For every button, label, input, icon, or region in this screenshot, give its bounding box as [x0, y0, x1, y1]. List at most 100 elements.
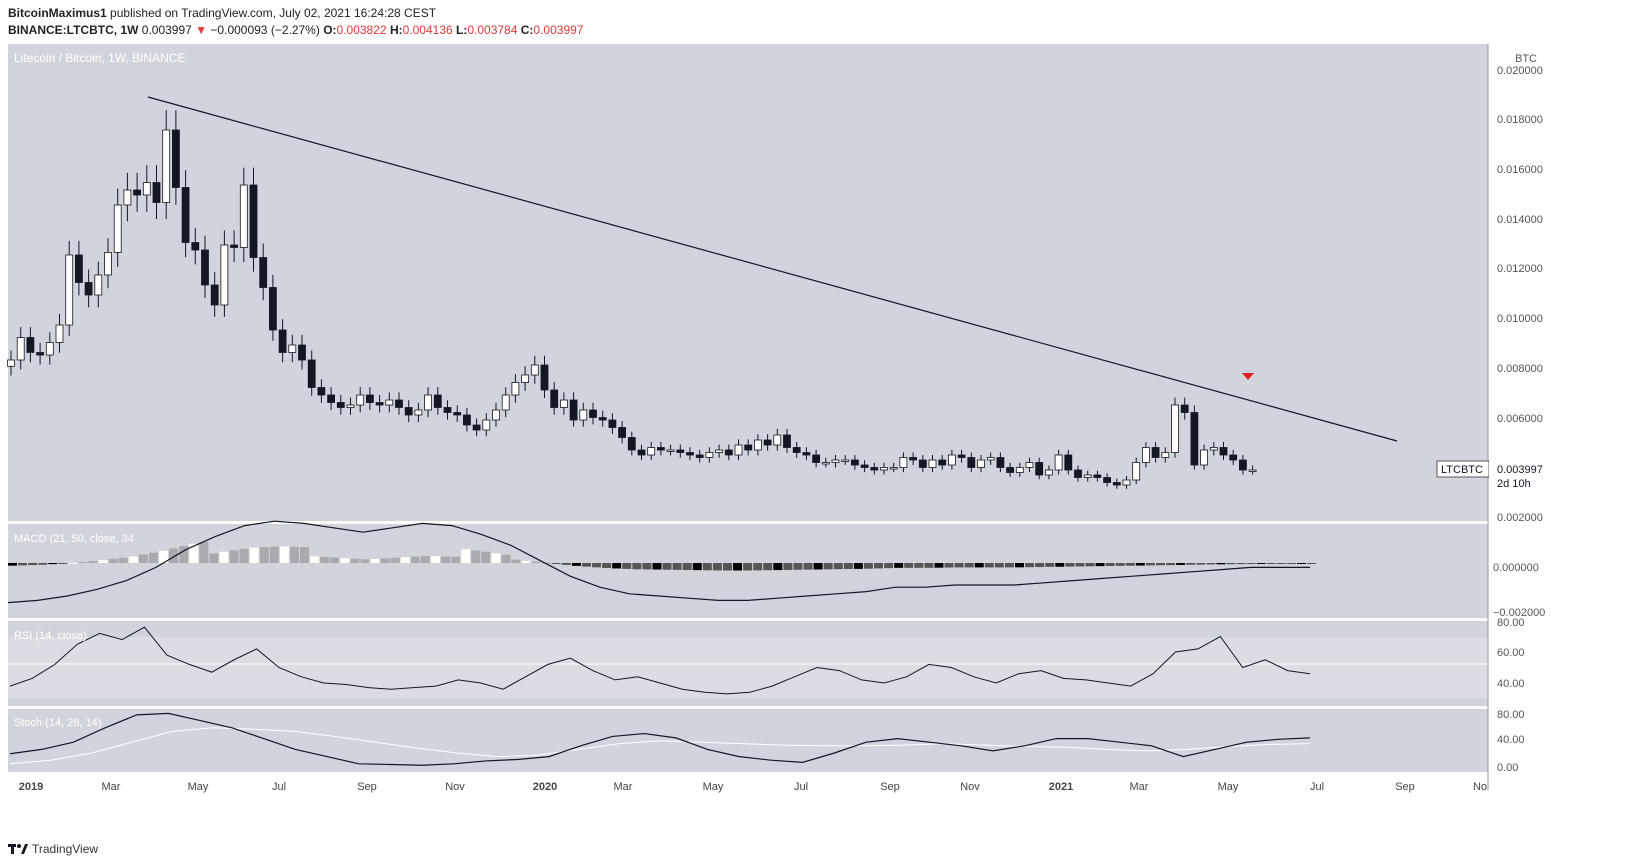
macd-hist-bar: [934, 563, 944, 568]
macd-hist-bar: [692, 563, 702, 571]
low-label: L:: [456, 23, 468, 37]
macd-hist-bar: [360, 559, 370, 563]
candle-up: [521, 374, 529, 383]
candle-up: [492, 409, 500, 421]
macd-hist-bar: [1015, 563, 1024, 568]
macd-hist-bar: [914, 563, 924, 568]
macd-line: [7, 520, 1310, 604]
candle-down: [462, 414, 471, 426]
macd-hist-bar: [1085, 563, 1095, 567]
candle-up: [977, 459, 985, 468]
rsi-title: RSI (14, close): [14, 630, 87, 642]
macd-hist-bar: [1286, 563, 1296, 564]
macd-hist-bar: [1307, 563, 1317, 564]
macd-hist-bar: [38, 563, 48, 565]
candle-up: [831, 459, 840, 463]
candle-down: [918, 459, 927, 468]
macd-hist-bar: [1206, 563, 1216, 565]
candle-up: [162, 129, 171, 203]
candle-up: [7, 359, 15, 367]
candle-down: [268, 287, 277, 331]
macd-hist-bar: [1186, 563, 1196, 565]
candle-down: [210, 284, 219, 306]
macd-hist-bar: [1105, 563, 1115, 567]
candle-down: [298, 344, 306, 361]
open-value: 0.003822: [336, 23, 387, 37]
macd-hist-bar: [420, 555, 430, 563]
macd-hist-bar: [1196, 563, 1206, 565]
macd-hist-bar: [612, 563, 622, 569]
macd-hist-bar: [1125, 563, 1135, 566]
macd-group: [7, 520, 1317, 604]
macd-hist-bar: [974, 563, 984, 568]
candle-down: [724, 449, 733, 456]
candle-up: [666, 449, 675, 452]
macd-hist-bar: [722, 563, 732, 571]
macd-hist-bar: [501, 554, 511, 563]
macd-hist-bar: [853, 563, 863, 569]
low-value: 0.003784: [467, 23, 518, 37]
macd-hist-bar: [712, 563, 722, 571]
candles-group: [7, 110, 1257, 489]
macd-hist-bar: [662, 563, 672, 570]
candle-up: [220, 244, 229, 306]
macd-hist-bar: [521, 560, 531, 563]
open-label: O:: [323, 23, 337, 37]
candle-up: [1083, 474, 1092, 478]
candle-up: [45, 342, 54, 356]
candle-up: [647, 447, 656, 456]
candle-down: [686, 452, 694, 456]
x-tick-label: Nov: [445, 781, 465, 793]
candle-up: [1161, 452, 1170, 458]
candle-up: [104, 252, 112, 276]
candle-down: [365, 394, 374, 403]
candle-up: [928, 459, 937, 468]
macd-hist-bar: [1266, 563, 1276, 564]
candle-up: [986, 457, 995, 461]
macd-hist-bar: [269, 546, 279, 563]
candle-down: [327, 394, 336, 403]
stoch-tick-label: 80.00: [1497, 709, 1525, 721]
down-arrow-marker-icon: [1242, 373, 1254, 380]
candle-down: [695, 454, 704, 458]
candle-up: [414, 409, 423, 416]
author-name[interactable]: BitcoinMaximus1: [8, 6, 107, 20]
candle-up: [482, 419, 491, 431]
macd-hist-bar: [581, 563, 591, 567]
macd-hist-bar: [370, 558, 380, 563]
macd-hist-bar: [1075, 563, 1085, 567]
candle-up: [239, 184, 248, 248]
resistance-trendline: [147, 96, 1398, 442]
y-tick-label: 0.014000: [1497, 214, 1543, 226]
x-tick-label: Sep: [357, 781, 377, 793]
macd-hist-bar: [18, 563, 28, 566]
macd-hist-bar: [159, 550, 169, 563]
macd-hist-bar: [652, 563, 662, 570]
candle-down: [637, 449, 646, 456]
footer-brand[interactable]: TradingView: [8, 842, 98, 856]
candle-down: [1064, 454, 1073, 471]
macd-hist-bar: [702, 563, 712, 571]
macd-hist-bar: [954, 563, 964, 568]
candle-down: [375, 402, 384, 406]
candle-up: [841, 459, 850, 462]
macd-hist-bar: [863, 563, 873, 569]
macd-hist-bar: [199, 541, 209, 563]
candle-up: [113, 204, 122, 253]
macd-hist-bar: [310, 556, 320, 563]
macd-hist-bar: [1004, 563, 1014, 568]
candle-down: [433, 394, 442, 408]
brand-name: TradingView: [32, 842, 99, 856]
last-price: 0.003997: [141, 23, 192, 37]
macd-hist-bar: [642, 563, 652, 570]
candle-down: [26, 337, 35, 353]
macd-hist-bar: [471, 550, 481, 563]
y-tick-label: 0.012000: [1497, 263, 1543, 275]
candle-down: [249, 184, 258, 258]
candle-down: [1219, 447, 1228, 456]
candle-down: [84, 282, 93, 296]
candle-up: [288, 344, 297, 353]
candle-up: [1122, 479, 1131, 486]
macd-hist-bar: [1276, 563, 1286, 564]
